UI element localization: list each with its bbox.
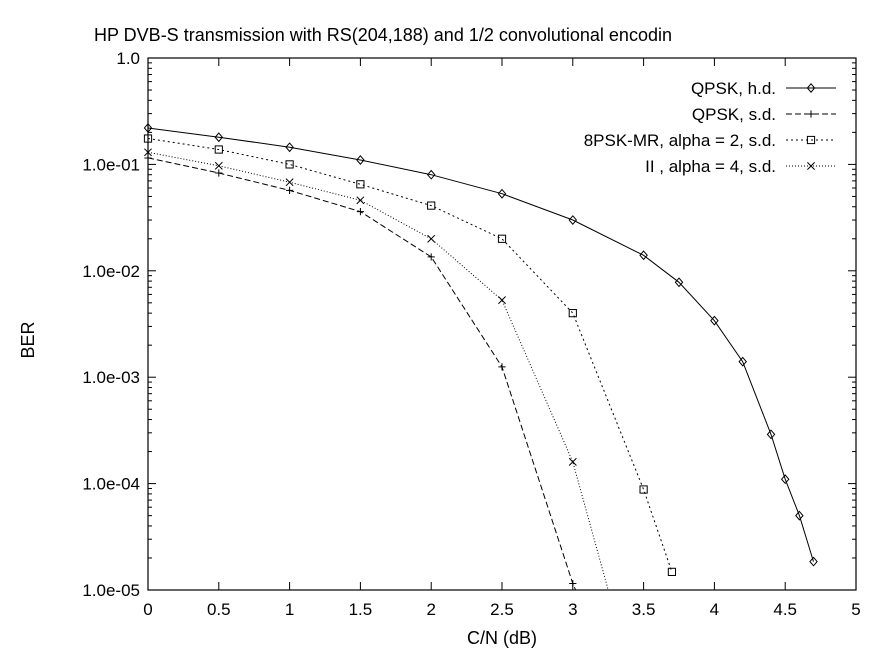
- series-1-point: [143, 122, 153, 133]
- series-1-point: [497, 188, 507, 199]
- series-3-point: [667, 567, 677, 576]
- series-1-point: [674, 277, 684, 288]
- y-tick-label: 1.0e-04: [82, 475, 140, 494]
- series-line-4: [147, 151, 609, 591]
- series-3-point: [639, 485, 648, 494]
- series-2-point: [286, 186, 294, 194]
- x-tick-label: 2: [426, 600, 435, 619]
- x-tick-label: 2.5: [490, 600, 514, 619]
- x-tick-label: 3.5: [632, 600, 656, 619]
- series-3-point: [356, 180, 365, 189]
- series-line-3: [147, 138, 673, 573]
- x-axis-label: C/N (dB): [467, 628, 537, 648]
- legend: QPSK, h.d. QPSK, s.d. 8PSK-MR, alpha = 2, …: [584, 79, 836, 176]
- legend-label-4: II , alpha = 4, s.d.: [645, 157, 776, 176]
- series-3-point: [497, 234, 507, 243]
- series-layer: [143, 122, 818, 591]
- series-1-point: [795, 510, 804, 521]
- legend-label-2: QPSK, s.d.: [692, 105, 776, 124]
- series-4-point: [427, 234, 436, 243]
- x-tick-label: 4.5: [773, 600, 797, 619]
- series-1-point: [780, 474, 790, 485]
- y-tick-label: 1.0e-01: [82, 155, 140, 174]
- x-tick-label: 0.5: [207, 600, 231, 619]
- y-tick-label: 1.0e-03: [82, 368, 140, 387]
- series-1-point: [214, 132, 224, 143]
- series-1-point: [766, 429, 776, 440]
- series-1-point: [639, 250, 648, 261]
- series-1-point: [710, 315, 719, 326]
- series-3-point: [214, 145, 223, 154]
- series-2-point: [569, 579, 577, 588]
- x-tick-label: 1: [285, 600, 294, 619]
- series-2-point: [215, 169, 223, 177]
- legend-marker-4: [807, 162, 815, 170]
- series-2-point: [356, 208, 364, 216]
- series-1-point: [285, 142, 294, 153]
- series-4-point: [498, 296, 506, 305]
- series-2-point: [144, 154, 152, 162]
- axis-ticks: 0 0.5 1 1.5 2 2.5 3 3.5 4 4.5 5 1.0e-05 1.0e-04 1.0e-…: [82, 49, 860, 619]
- series-3-point: [427, 201, 436, 210]
- series-1-point: [809, 556, 818, 567]
- series-3-point: [568, 309, 577, 318]
- legend-marker-1: [806, 83, 816, 93]
- series-4-point: [214, 161, 223, 170]
- series-4-point: [285, 178, 294, 187]
- series-2-point: [427, 253, 435, 261]
- series-line-2: [147, 157, 577, 591]
- series-4-point: [568, 457, 577, 466]
- series-1-point: [568, 215, 578, 226]
- series-line-1: [147, 127, 814, 562]
- series-2-point: [498, 363, 506, 371]
- y-tick-label: 1.0e-02: [82, 262, 140, 281]
- series-4-point: [356, 196, 365, 205]
- series-1-point: [738, 356, 747, 367]
- x-tick-label: 1.5: [349, 600, 373, 619]
- chart-title: HP DVB-S transmission with RS(204,188) a…: [94, 25, 672, 45]
- y-tick-label: 1.0e-05: [82, 581, 140, 600]
- y-axis-label: BER: [18, 321, 38, 358]
- series-3-point: [285, 160, 294, 169]
- legend-marker-2: [807, 110, 815, 118]
- x-tick-label: 3: [568, 600, 577, 619]
- series-3-point: [143, 134, 153, 143]
- x-tick-label: 5: [851, 600, 860, 619]
- legend-marker-3: [806, 135, 816, 145]
- legend-label-3: 8PSK-MR, alpha = 2, s.d.: [584, 131, 776, 150]
- series-1-point: [426, 169, 436, 180]
- legend-label-1: QPSK, h.d.: [691, 79, 776, 98]
- x-tick-label: 4: [710, 600, 719, 619]
- series-4-point: [144, 148, 152, 157]
- series-1-point: [356, 155, 365, 165]
- x-tick-label: 0: [143, 600, 152, 619]
- y-tick-label: 1.0: [116, 49, 140, 68]
